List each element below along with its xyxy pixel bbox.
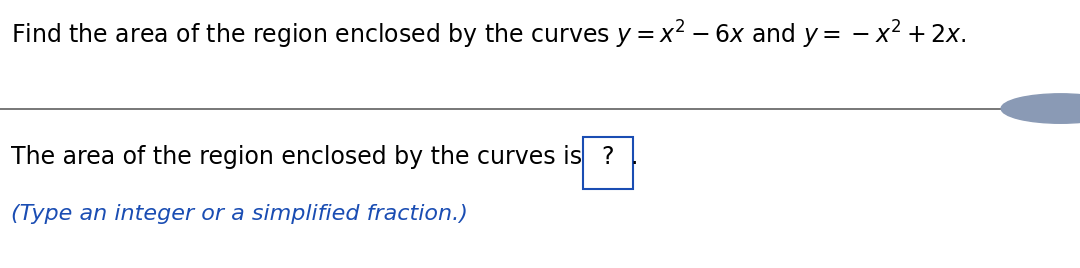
Text: .: . bbox=[631, 145, 638, 169]
Text: ?: ? bbox=[602, 145, 615, 169]
FancyBboxPatch shape bbox=[583, 137, 633, 189]
Circle shape bbox=[1001, 94, 1080, 123]
Text: The area of the region enclosed by the curves is: The area of the region enclosed by the c… bbox=[11, 145, 582, 169]
Text: Find the area of the region enclosed by the curves $y = x^2 - 6x$ and $y = -x^2 : Find the area of the region enclosed by … bbox=[11, 19, 967, 51]
Text: (Type an integer or a simplified fraction.): (Type an integer or a simplified fractio… bbox=[11, 204, 468, 224]
